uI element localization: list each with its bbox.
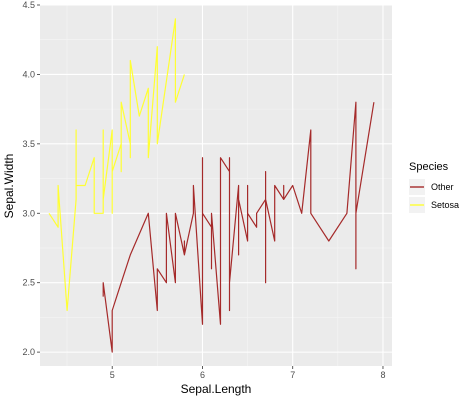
y-tick-label: 3.5	[22, 139, 35, 149]
x-tick-label: 5	[110, 370, 115, 380]
x-tick-label: 6	[200, 370, 205, 380]
legend-items: Other Setosa	[409, 179, 459, 213]
x-tick-label: 7	[290, 370, 295, 380]
y-tick-label: 4.0	[22, 69, 35, 79]
legend-item-other: Other	[409, 179, 454, 195]
y-tick-label: 2.0	[22, 347, 35, 357]
y-tick-label: 4.5	[22, 0, 35, 10]
legend: Species Other Setosa	[409, 161, 459, 213]
series-line-setosa	[48, 18, 185, 312]
y-tick-label: 2.5	[22, 278, 35, 288]
grid-minor	[40, 5, 392, 366]
series-line-other	[102, 101, 375, 353]
legend-label: Other	[431, 182, 454, 192]
x-axis-title: Sepal.Length	[181, 382, 252, 396]
x-tick-label: 8	[380, 370, 385, 380]
y-tick-label: 3.0	[22, 208, 35, 218]
ticks-layer: 5 6 7 8 2.0 2.5 3.0 3.5 4.0 4.5	[22, 0, 385, 380]
legend-item-setosa: Setosa	[409, 197, 459, 213]
series-layer	[48, 18, 375, 353]
plot-panel	[40, 5, 392, 366]
legend-label: Setosa	[431, 200, 459, 210]
y-axis-title: Sepal.Width	[2, 154, 16, 219]
legend-title: Species	[409, 161, 449, 173]
grid-major	[40, 4, 392, 366]
